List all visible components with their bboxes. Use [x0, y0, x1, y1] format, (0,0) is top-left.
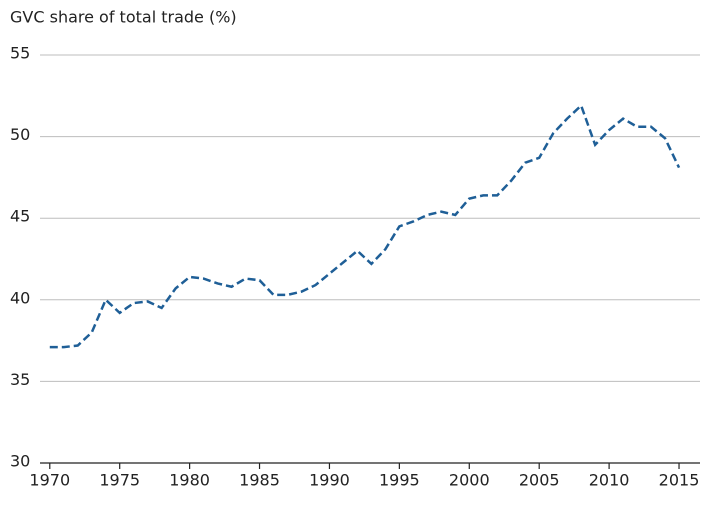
x-tick-label: 1970	[29, 471, 70, 490]
data-line	[49, 103, 681, 349]
x-tick-label: 2005	[519, 471, 560, 490]
y-tick-label: 55	[10, 44, 30, 63]
x-tick-label: 2015	[659, 471, 700, 490]
y-tick-label: 45	[10, 207, 30, 226]
y-tick-label: 50	[10, 125, 30, 144]
y-tick-label: 40	[10, 288, 30, 307]
x-tick-label: 1985	[239, 471, 280, 490]
y-tick-label: 30	[10, 452, 30, 471]
x-tick-label: 2000	[449, 471, 490, 490]
x-tick-label: 1990	[309, 471, 350, 490]
chart-title: GVC share of total trade (%)	[10, 8, 237, 27]
y-tick-label: 35	[10, 370, 30, 389]
x-tick-label: 1975	[99, 471, 140, 490]
x-tick-label: 1995	[379, 471, 420, 490]
x-tick-label: 2010	[589, 471, 630, 490]
x-tick-label: 1980	[169, 471, 210, 490]
